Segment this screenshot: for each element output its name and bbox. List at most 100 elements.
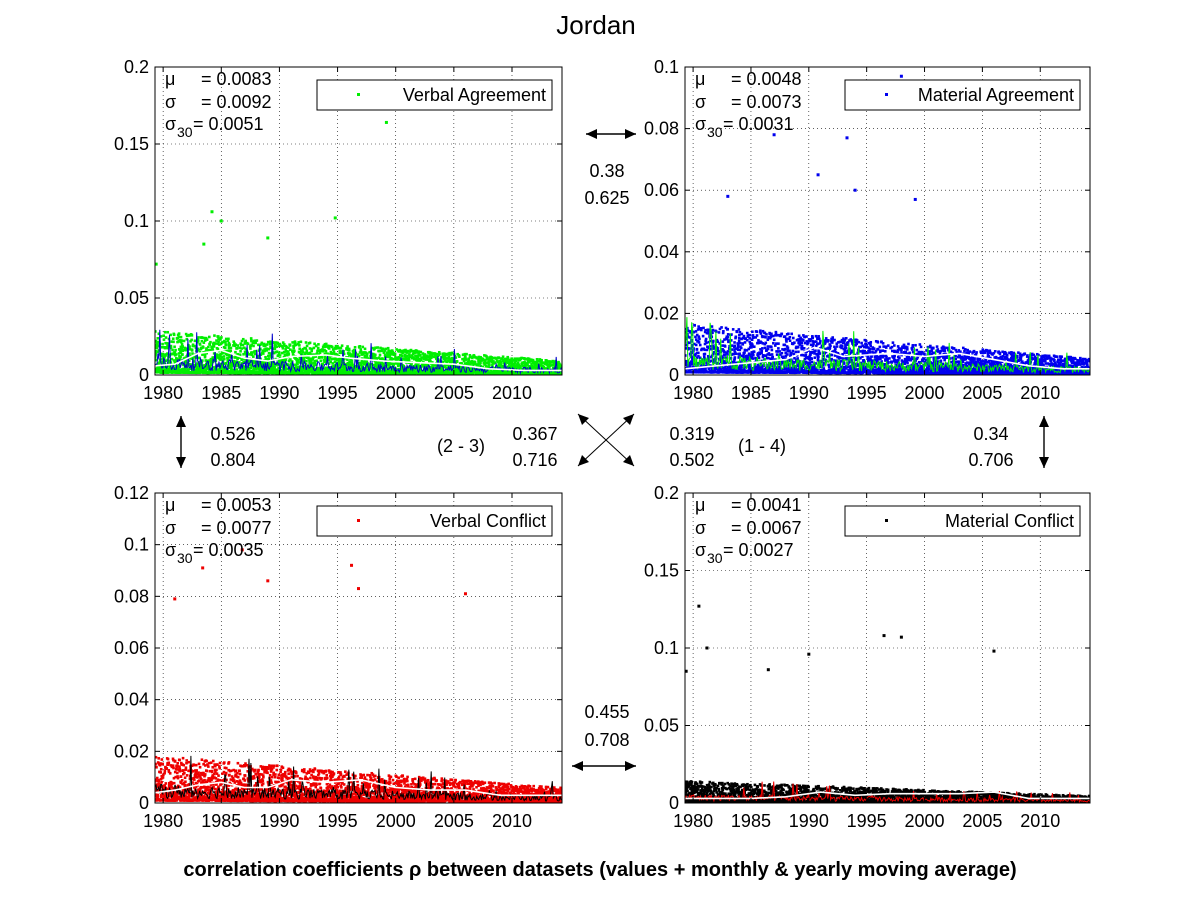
scatter-point (281, 346, 285, 350)
scatter-point (169, 344, 173, 348)
scatter-point (162, 338, 166, 341)
scatter-point (538, 363, 541, 367)
scatter-point (506, 357, 510, 360)
scatter-point (255, 339, 259, 342)
scatter-point (758, 367, 762, 370)
scatter-point (748, 333, 752, 337)
scatter-point (327, 347, 331, 350)
scatter-point (292, 344, 296, 348)
scatter-point (786, 346, 790, 350)
scatter-point (758, 352, 762, 356)
scatter-point (223, 367, 227, 371)
scatter-point (435, 352, 438, 356)
scatter-point (725, 367, 729, 371)
y-tick-label: 0.1 (124, 211, 149, 231)
scatter-point (780, 355, 784, 359)
scatter-point (264, 355, 267, 359)
scatter-point (252, 344, 255, 348)
scatter-point (171, 337, 175, 341)
scatter-point (709, 355, 713, 359)
scatter-point (332, 350, 336, 354)
scatter-point (789, 353, 793, 356)
scatter-point (714, 356, 718, 360)
scatter-point (314, 363, 318, 366)
scatter-point (475, 356, 479, 360)
scatter-point (520, 362, 524, 366)
scatter-point (241, 343, 245, 347)
scatter-point (754, 365, 757, 369)
scatter-point (392, 353, 396, 357)
scatter-point (743, 351, 746, 354)
y-tick-label: 0.15 (114, 134, 149, 154)
scatter-point (473, 362, 477, 365)
scatter-point (382, 364, 386, 368)
scatter-point (346, 345, 349, 348)
scatter-point (392, 357, 395, 361)
scatter-point (697, 341, 701, 344)
scatter-point (258, 370, 262, 373)
scatter-point (760, 364, 764, 368)
scatter-point (394, 362, 398, 365)
scatter-point (752, 353, 755, 357)
scatter-point (406, 354, 409, 358)
stat-mu-value: = 0.0083 (201, 69, 272, 89)
scatter-point (396, 364, 400, 368)
scatter-point (412, 369, 416, 372)
scatter-point (522, 364, 525, 368)
scatter-point (487, 365, 491, 369)
scatter-point (785, 371, 789, 374)
scatter-point (212, 345, 216, 348)
scatter-point (323, 348, 326, 352)
scatter-point (465, 352, 468, 356)
scatter-point (365, 354, 369, 358)
scatter-point (513, 364, 517, 368)
scatter-point (282, 343, 286, 346)
scatter-point (788, 335, 792, 339)
scatter-point (286, 363, 290, 366)
scatter-point (747, 347, 751, 351)
scatter-point (390, 356, 393, 360)
scatter-point (764, 341, 768, 345)
scatter-point (535, 357, 539, 361)
scatter-point (524, 365, 527, 368)
scatter-point (750, 355, 754, 359)
scatter-point (280, 351, 284, 355)
scatter-point (200, 339, 204, 343)
scatter-point (773, 344, 777, 347)
scatter-point (363, 356, 367, 359)
scatter-point (732, 369, 736, 372)
scatter-point (179, 345, 183, 349)
scatter-point (686, 335, 690, 338)
scatter-point (505, 360, 508, 364)
scatter-point (784, 354, 788, 358)
scatter-point (745, 331, 749, 335)
scatter-point (685, 361, 688, 365)
scatter-point (198, 356, 201, 360)
scatter-point (760, 341, 763, 344)
scatter-point (703, 357, 707, 361)
scatter-point (739, 365, 743, 369)
scatter-point (770, 332, 773, 336)
scatter-point (377, 356, 381, 360)
x-tick-label: 1985 (201, 383, 241, 403)
scatter-point (694, 335, 697, 339)
scatter-point (765, 348, 769, 352)
scatter-point (775, 342, 778, 345)
scatter-point (399, 372, 402, 375)
scatter-point (401, 351, 404, 355)
scatter-point (473, 360, 477, 364)
scatter-point (169, 352, 173, 356)
scatter-point (696, 370, 700, 374)
scatter-point (705, 370, 709, 374)
x-tick-label: 1995 (318, 383, 358, 403)
scatter-point (481, 365, 485, 369)
scatter-point (405, 351, 409, 354)
scatter-point (203, 366, 206, 370)
scatter-point (374, 359, 378, 363)
scatter-point (782, 365, 786, 368)
scatter-point (774, 330, 778, 334)
scatter-point (777, 342, 780, 345)
scatter-point (390, 349, 394, 352)
scatter-point (742, 336, 746, 340)
scatter-point (319, 359, 323, 363)
